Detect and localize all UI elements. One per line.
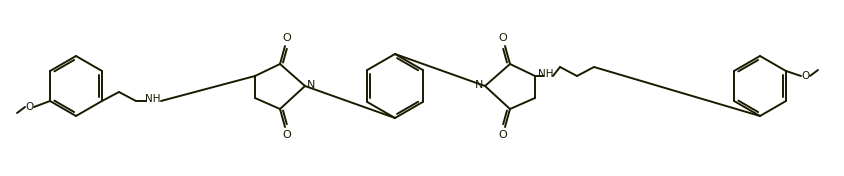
Text: O: O [498, 130, 506, 140]
Text: O: O [24, 102, 33, 112]
Text: O: O [498, 33, 506, 43]
Text: N: N [306, 80, 315, 90]
Text: O: O [282, 33, 291, 43]
Text: NH: NH [145, 95, 160, 105]
Text: NH: NH [538, 70, 553, 80]
Text: N: N [474, 80, 483, 90]
Text: O: O [282, 130, 291, 140]
Text: O: O [801, 71, 809, 81]
